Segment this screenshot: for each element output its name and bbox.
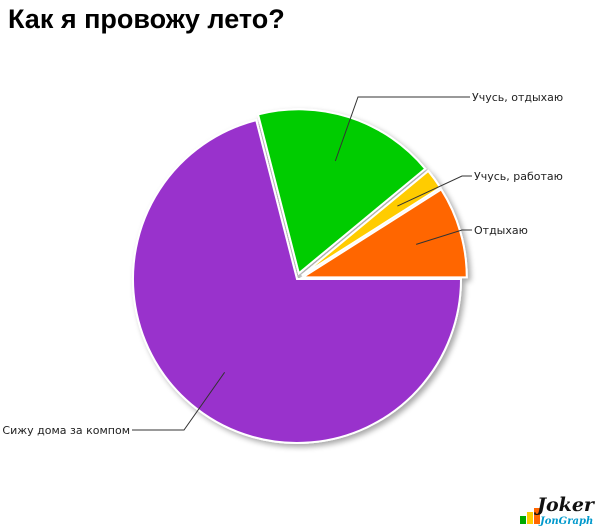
leader-line-1 bbox=[334, 96, 470, 162]
pie-slice-3 bbox=[299, 188, 468, 279]
slice-label-0: Сижу дома за компом bbox=[2, 424, 130, 437]
watermark-subtext: JonGraph bbox=[538, 516, 593, 527]
pie-slice-2 bbox=[301, 169, 442, 277]
watermark-text: Joker bbox=[534, 494, 596, 516]
pie-slice-1 bbox=[256, 108, 427, 276]
slice-label-1: Учусь, отдыхаю bbox=[472, 91, 563, 104]
leader-line-2 bbox=[397, 175, 472, 207]
slice-label-3: Отдыхаю bbox=[474, 224, 528, 237]
joker-logo: Joker JonGraph bbox=[520, 494, 596, 527]
leader-line-0 bbox=[132, 372, 226, 431]
chart-title: Как я провожу лето? bbox=[8, 4, 285, 34]
pie-slice-0 bbox=[132, 118, 463, 444]
slice-label-2: Учусь, работаю bbox=[474, 170, 563, 183]
leader-line-3 bbox=[416, 229, 472, 245]
